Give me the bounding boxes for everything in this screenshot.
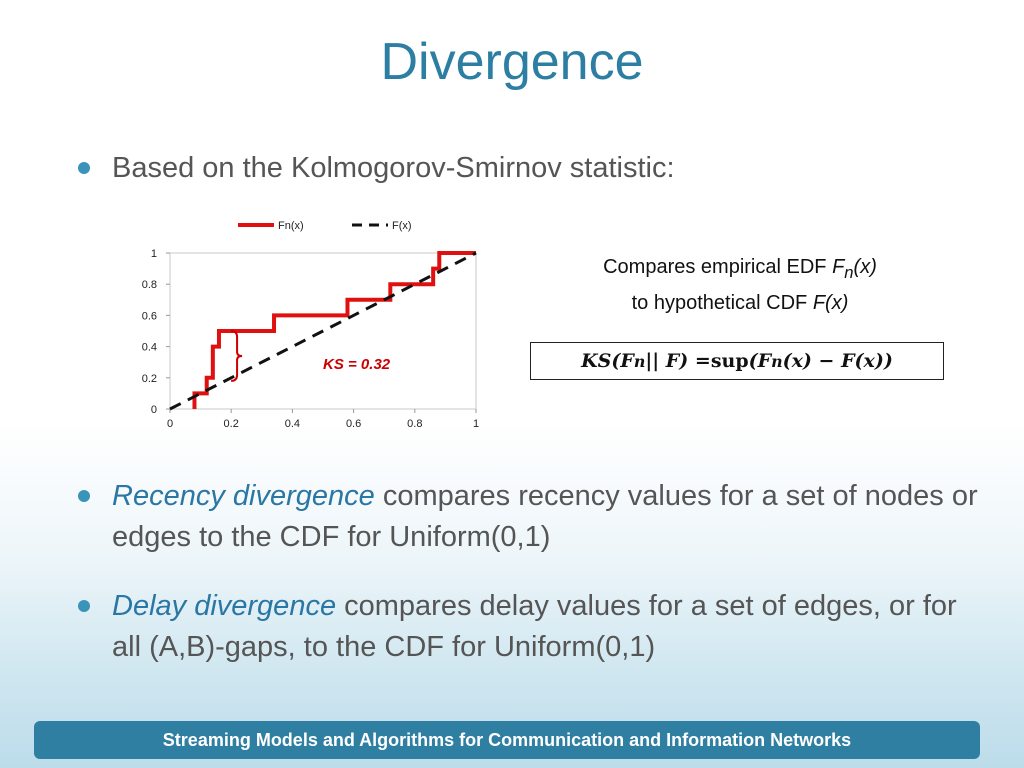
bullet-text: Recency divergence compares recency valu… [112, 480, 978, 553]
legend-label: F(x) [392, 220, 412, 232]
series-line-fx [169, 251, 477, 411]
ks-brace [231, 330, 243, 382]
y-tick-label: 0 [151, 404, 157, 416]
slide-title: Divergence [380, 33, 644, 91]
plot-area [169, 252, 477, 410]
chart-legend: Fn(x) F(x) [238, 220, 412, 232]
bullet-dot-icon [78, 600, 90, 612]
x-tick-label: 0.2 [224, 418, 239, 430]
bullet-dot-icon [78, 162, 90, 174]
ks-chart: Fn(x) F(x) 0 0.2 0.4 0.6 0.8 1 0 0.2 0.4 0.6 0.8 1 K… [142, 220, 479, 430]
x-tick-label: 0.6 [346, 418, 361, 430]
chart-axes: 0 0.2 0.4 0.6 0.8 1 0 0.2 0.4 0.6 0.8 1 [142, 248, 479, 430]
ks-label: KS = 0.32 [323, 356, 391, 373]
series-line-fnx [192, 251, 476, 409]
ks-formula-box: KS(F n || F) = sup (F n (x) − F(x)) [530, 342, 944, 380]
y-tick-label: 0.8 [142, 279, 157, 291]
y-tick-label: 0.2 [142, 373, 157, 385]
compare-line-1: Compares empirical EDF Fn(x) [603, 256, 877, 282]
x-tick-label: 0 [167, 418, 173, 430]
bullet-delay-divergence: Delay divergence compares delay values f… [78, 586, 978, 668]
bullet-recency-divergence: Recency divergence compares recency valu… [78, 476, 978, 558]
bullet-text: Based on the Kolmogorov-Smirnov statisti… [112, 152, 675, 184]
compare-line-2: to hypothetical CDF F(x) [631, 292, 849, 314]
x-tick-label: 0.4 [285, 418, 300, 430]
x-tick-label: 0.8 [407, 418, 422, 430]
legend-label: Fn(x) [278, 220, 304, 232]
chart-annotation: KS = 0.32 [231, 330, 391, 382]
footer-banner: Streaming Models and Algorithms for Comm… [34, 721, 980, 759]
x-tick-label: 1 [473, 418, 479, 430]
bullet-ks-statistic: Based on the Kolmogorov-Smirnov statisti… [78, 148, 978, 189]
y-tick-label: 0.6 [142, 310, 157, 322]
y-tick-label: 1 [151, 248, 157, 260]
chart-series [169, 251, 477, 411]
bullet-text: Delay divergence compares delay values f… [112, 590, 957, 663]
compare-description: Compares empirical EDF Fn(x) to hypothet… [540, 252, 940, 318]
bullet-dot-icon [78, 490, 90, 502]
y-tick-label: 0.4 [142, 342, 157, 354]
